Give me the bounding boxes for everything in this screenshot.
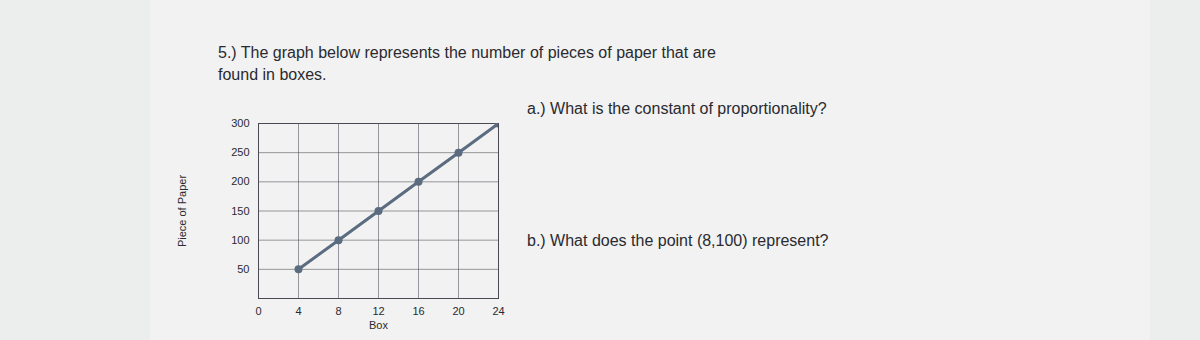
svg-text:Piece of Paper: Piece of Paper xyxy=(176,175,188,247)
svg-text:24: 24 xyxy=(492,305,504,317)
svg-text:150: 150 xyxy=(231,205,249,217)
html-text:a.) What is the constant of pr: a.) What is the constant of proportional… xyxy=(527,100,827,117)
html-text:b.) What does the point (8,100: b.) What does the point (8,100) represen… xyxy=(527,232,829,249)
svg-text:200: 200 xyxy=(231,175,249,187)
svg-text:100: 100 xyxy=(231,234,249,246)
html-text:found in boxes.: found in boxes. xyxy=(218,66,327,83)
svg-text:12: 12 xyxy=(372,305,384,317)
svg-text:8: 8 xyxy=(335,305,341,317)
svg-text:300: 300 xyxy=(231,117,249,129)
svg-text:16: 16 xyxy=(412,305,424,317)
html-text:5.) The graph below represents: 5.) The graph below represents the numbe… xyxy=(218,44,716,61)
svg-text:4: 4 xyxy=(295,305,301,317)
svg-text:0: 0 xyxy=(255,305,261,317)
svg-text:20: 20 xyxy=(452,305,464,317)
svg-text:50: 50 xyxy=(237,263,249,275)
svg-text:250: 250 xyxy=(231,146,249,158)
svg-text:Box: Box xyxy=(369,319,388,331)
